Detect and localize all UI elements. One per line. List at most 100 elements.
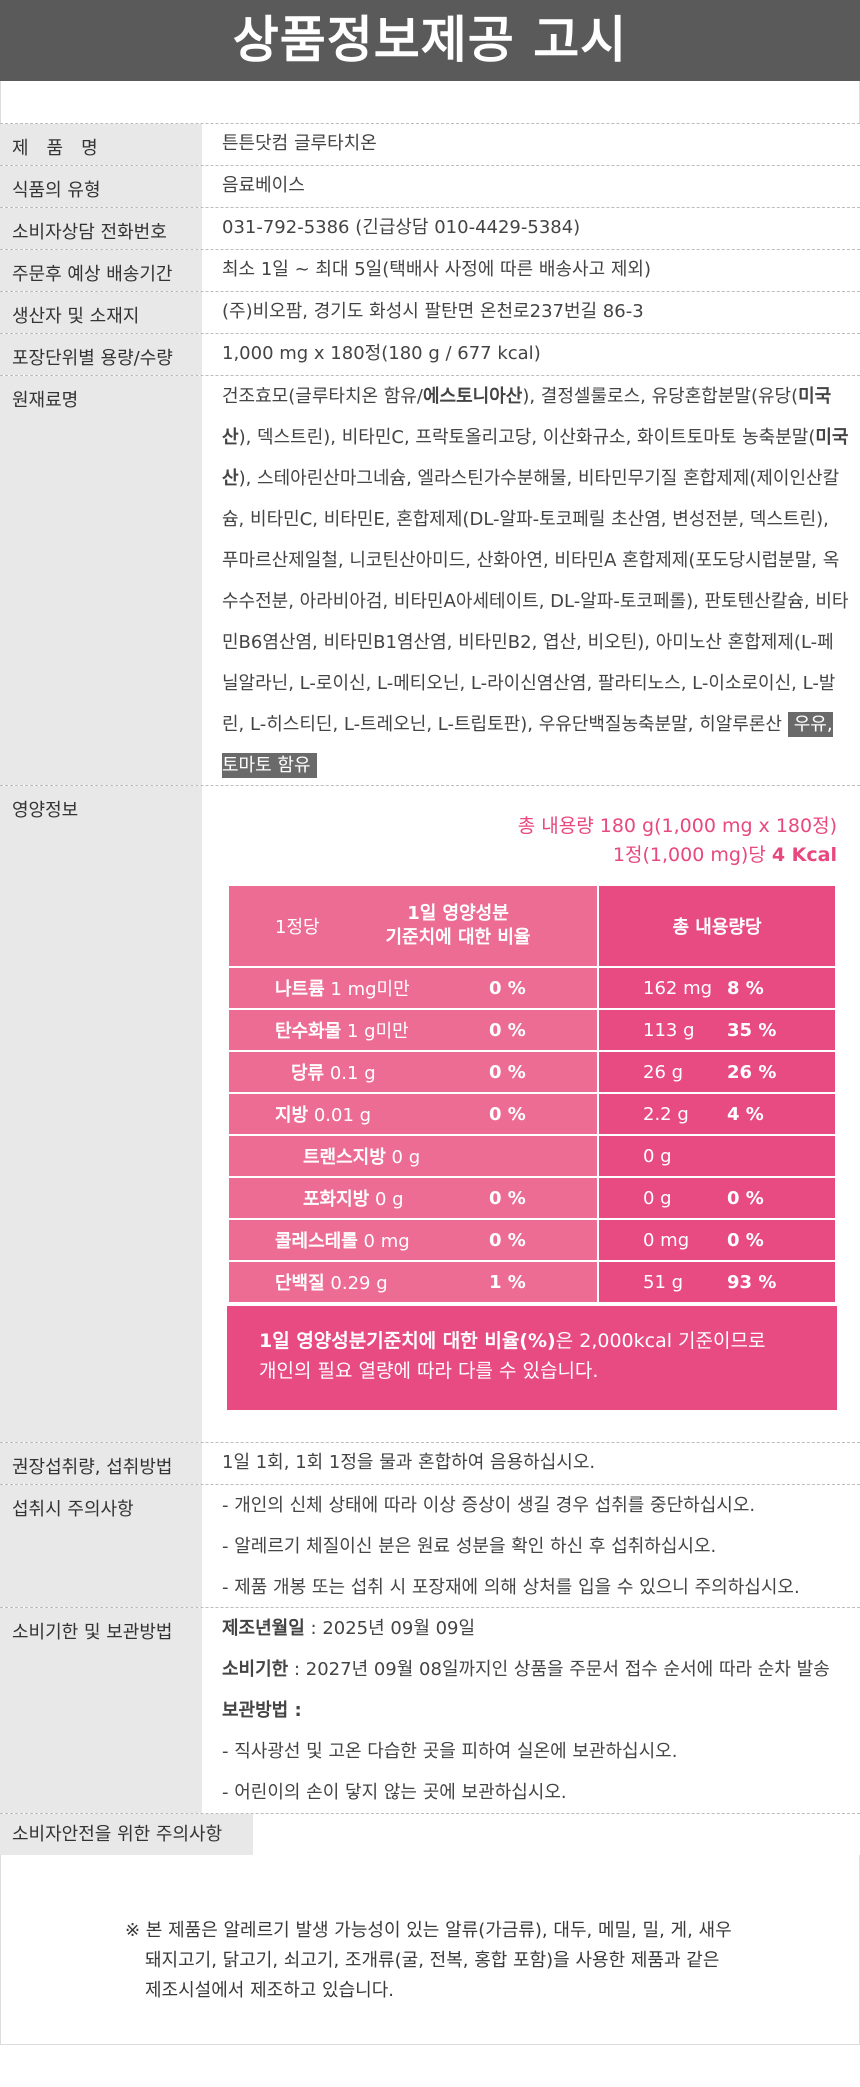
- nutrient-total: 113 g: [643, 1019, 695, 1041]
- storage-block: 제조년월일 : 2025년 09월 09일 소비기한 : 2027년 09월 0…: [202, 1608, 860, 1813]
- origin-estonia: 에스토니아산: [422, 386, 523, 407]
- row-value: (주)비오팜, 경기도 화성시 팔탄면 온천로237번길 86-3: [222, 301, 644, 322]
- nutrition-per-unit: 1정(1,000 mg)당 4 Kcal: [227, 841, 837, 870]
- nutrient-total: 51 g: [643, 1271, 684, 1293]
- nutrition-panel: 총 내용량 180 g(1,000 mg x 180정) 1정(1,000 mg…: [202, 786, 860, 1442]
- mfg-date-label: 제조년월일: [222, 1618, 305, 1639]
- nutrient-amount: 0.01 g: [313, 1105, 372, 1126]
- nutrient-amount: 0.1 g: [329, 1063, 376, 1084]
- storage-line: - 어린이의 손이 닿지 않는 곳에 보관하십시오.: [222, 1782, 567, 1803]
- row-value: 1,000 mg x 180정(180 g / 677 kcal): [222, 343, 541, 364]
- note-line-2: 개인의 필요 열량에 따라 다를 수 있습니다.: [259, 1360, 599, 1382]
- safety-notice-box: ※ 본 제품은 알레르기 발생 가능성이 있는 알류(가금류), 대두, 메밀,…: [0, 1855, 860, 2045]
- nutrient-total-pct: 8 %: [727, 977, 764, 999]
- expiry-label: 소비기한: [222, 1659, 289, 1680]
- nutrient-pct: 0 %: [489, 1061, 526, 1083]
- nutrient-label: 콜레스테롤: [275, 1231, 358, 1252]
- row-label: 소비기한 및 보관방법: [0, 1608, 202, 1813]
- nutrient-row-trans-fat: 트랜스지방 0 g 0 g: [227, 1134, 837, 1178]
- nutrient-name: 지방 0.01 g: [229, 1101, 489, 1127]
- ingredients-part: 건조효모(글루타치온 함유/: [222, 386, 423, 407]
- nutrient-total: 162 mg: [643, 977, 713, 999]
- row-label: 생산자 및 소재지: [0, 292, 202, 333]
- nutrient-total-pct: 35 %: [727, 1019, 777, 1041]
- nutrient-total: 0 g: [643, 1145, 672, 1167]
- nutrient-amount: 1 g미만: [346, 1021, 409, 1042]
- nutrient-total-pct: 26 %: [727, 1061, 777, 1083]
- per-unit-label: 1정(1,000 mg)당: [612, 844, 772, 866]
- nutrient-total-pct: 0 %: [727, 1229, 764, 1251]
- page-title: 상품정보제공 고시: [232, 11, 628, 69]
- nutrient-total: 26 g: [643, 1061, 684, 1083]
- nutrient-pct: 0 %: [489, 977, 526, 999]
- nutrient-amount: 0 mg: [363, 1231, 410, 1252]
- ingredients-part: ), 결정셀룰로스, 유당혼합분말(유당(: [522, 386, 799, 407]
- row-value: 최소 1일 ~ 최대 5일(택배사 사정에 따른 배송사고 제외): [222, 259, 652, 280]
- nutrient-label: 탄수화물: [275, 1021, 342, 1042]
- nutrient-pct: 0 %: [489, 1019, 526, 1041]
- info-row-intake: 권장섭취량, 섭취방법 1일 1회, 1회 1정을 물과 혼합하여 음용하십시오…: [0, 1443, 860, 1485]
- nutrient-label: 지방: [275, 1105, 309, 1126]
- info-row-delivery: 주문후 예상 배송기간 최소 1일 ~ 최대 5일(택배사 사정에 따른 배송사…: [0, 250, 860, 292]
- expiry-value: : 2027년 09월 08일까지인 상품을 주문서 접수 순서에 따라 순차 …: [288, 1659, 830, 1680]
- header-daily-value-2: 기준치에 대한 비율: [385, 927, 531, 948]
- nutrient-name: 탄수화물 1 g미만: [229, 1017, 489, 1043]
- nutrient-name: 콜레스테롤 0 mg: [229, 1227, 489, 1253]
- origin-usa: 미국산: [222, 386, 832, 448]
- row-value: 031-792-5386 (긴급상담 010-4429-5384): [222, 217, 581, 238]
- info-row-producer: 생산자 및 소재지 (주)비오팜, 경기도 화성시 팔탄면 온천로237번길 8…: [0, 292, 860, 334]
- nutrient-total-pct: 0 %: [727, 1187, 764, 1209]
- nutrient-total: 0 mg: [643, 1229, 690, 1251]
- info-row-nutrition: 영양정보 총 내용량 180 g(1,000 mg x 180정) 1정(1,0…: [0, 786, 860, 1443]
- nutrient-name: 나트륨 1 mg미만: [229, 975, 489, 1001]
- caution-line: - 개인의 신체 상태에 따라 이상 증상이 생길 경우 섭취를 중단하십시오.: [222, 1495, 756, 1516]
- nutrient-amount: 0 g: [391, 1147, 421, 1168]
- info-row-food-type: 식품의 유형 음료베이스: [0, 166, 860, 208]
- nutrient-amount: 0.29 g: [330, 1273, 388, 1294]
- nutrient-amount: 0 g: [374, 1189, 404, 1210]
- nutrition-table: 1정당 1일 영양성분 기준치에 대한 비율 총 내용량당 나트륨 1 mg미만…: [227, 884, 837, 1304]
- nutrient-total: 0 g: [643, 1187, 672, 1209]
- info-row-phone: 소비자상담 전화번호 031-792-5386 (긴급상담 010-4429-5…: [0, 208, 860, 250]
- ingredients-part: ), 덱스트린), 비타민C, 프락토올리고당, 이산화규소, 화이트토마토 농…: [238, 427, 816, 448]
- nutrient-pct: 0 %: [489, 1229, 526, 1251]
- header-spacer: [0, 81, 860, 123]
- ingredients-part: ), 스테아린산마그네슘, 엘라스틴가수분해물, 비타민무기질 혼합제제(제이인…: [222, 468, 849, 735]
- row-label: 식품의 유형: [0, 166, 202, 207]
- storage-line: - 직사광선 및 고온 다습한 곳을 피하여 실온에 보관하십시오.: [222, 1741, 678, 1762]
- row-label: 소비자상담 전화번호: [0, 208, 202, 249]
- header-total: 총 내용량당: [597, 884, 837, 968]
- note-text: 은 2,000kcal 기준이므로: [555, 1330, 766, 1352]
- nutrient-label: 포화지방: [303, 1189, 370, 1210]
- header-per-unit: 1정당: [275, 917, 320, 938]
- info-row-caution: 섭취시 주의사항 - 개인의 신체 상태에 따라 이상 증상이 생길 경우 섭취…: [0, 1485, 860, 1608]
- row-label: 원재료명: [0, 376, 202, 785]
- per-unit-kcal: 4 Kcal: [771, 844, 837, 866]
- caution-list: - 개인의 신체 상태에 따라 이상 증상이 생길 경우 섭취를 중단하십시오.…: [202, 1485, 860, 1607]
- row-label: 영양정보: [0, 786, 202, 1442]
- header-daily-value-1: 1일 영양성분: [407, 903, 509, 924]
- info-row-ingredients: 원재료명 건조효모(글루타치온 함유/에스토니아산), 결정셀룰로스, 유당혼합…: [0, 376, 860, 786]
- origin-usa: 미국산: [222, 427, 849, 489]
- nutrient-label: 단백질: [275, 1273, 325, 1294]
- row-label: 제 품 명: [0, 124, 202, 165]
- nutrient-pct: 1 %: [489, 1271, 526, 1293]
- nutrient-name: 당류 0.1 g: [229, 1059, 489, 1085]
- page-header: 상품정보제공 고시: [0, 0, 860, 81]
- row-label: 포장단위별 용량/수량: [0, 334, 202, 375]
- row-value: 1일 1회, 1회 1정을 물과 혼합하여 음용하십시오.: [222, 1452, 596, 1473]
- nutrition-total-amount: 총 내용량 180 g(1,000 mg x 180정): [517, 815, 837, 837]
- safety-label: 소비자안전을 위한 주의사항: [0, 1814, 253, 1855]
- nutrient-row-carbs: 탄수화물 1 g미만 0 % 113 g 35 %: [227, 1008, 837, 1052]
- safety-notice-text: ※ 본 제품은 알레르기 발생 가능성이 있는 알류(가금류), 대두, 메밀,…: [1, 1855, 859, 2006]
- ingredients-text: 건조효모(글루타치온 함유/에스토니아산), 결정셀룰로스, 유당혼합분말(유당…: [202, 376, 860, 785]
- row-label: 권장섭취량, 섭취방법: [0, 1443, 202, 1484]
- info-row-package: 포장단위별 용량/수량 1,000 mg x 180정(180 g / 677 …: [0, 334, 860, 376]
- row-value: 튼튼닷컴 글루타치온: [222, 133, 377, 154]
- row-label: 섭취시 주의사항: [0, 1485, 202, 1607]
- expiry-date: 소비기한 : 2027년 09월 08일까지인 상품을 주문서 접수 순서에 따…: [222, 1649, 860, 1690]
